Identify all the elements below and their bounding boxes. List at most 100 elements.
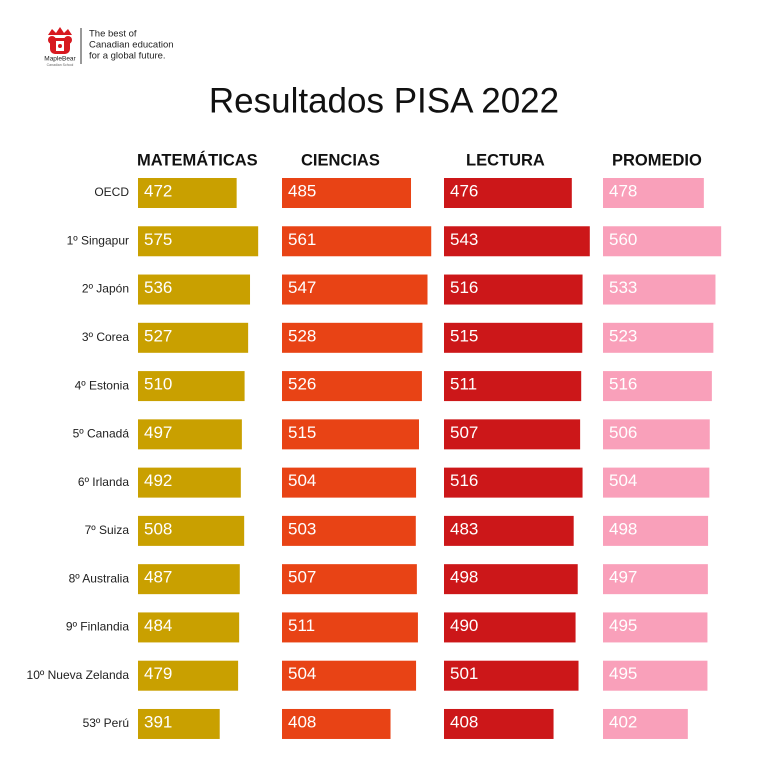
category-label: 6º Irlanda — [78, 475, 129, 489]
value-label: 497 — [609, 568, 637, 587]
value-label: 476 — [450, 181, 478, 200]
bar — [282, 708, 391, 739]
bar — [444, 419, 581, 450]
value-label: 492 — [144, 471, 172, 490]
bar — [603, 467, 710, 498]
value-label: 498 — [450, 568, 478, 587]
value-label: 533 — [609, 278, 637, 297]
logo-tagline: The best of — [89, 29, 137, 40]
bar — [138, 467, 241, 498]
bar — [603, 419, 710, 450]
series-header: LECTURA — [466, 151, 545, 169]
category-label: OECD — [94, 185, 129, 199]
bar — [282, 419, 419, 450]
value-label: 485 — [288, 181, 316, 200]
value-label: 516 — [450, 278, 478, 297]
bar — [444, 226, 590, 257]
bar — [603, 322, 714, 353]
category-label: 10º Nueva Zelanda — [27, 668, 130, 682]
value-label: 483 — [450, 519, 478, 538]
logo-tagline: for a global future. — [89, 51, 166, 62]
series-header: PROMEDIO — [612, 151, 702, 169]
bar — [603, 274, 716, 305]
value-label: 501 — [450, 664, 478, 683]
bar — [138, 419, 242, 450]
value-label: 498 — [609, 519, 637, 538]
bar — [603, 708, 688, 739]
category-label: 7º Suiza — [85, 523, 130, 537]
value-label: 484 — [144, 616, 172, 635]
bar — [444, 467, 583, 498]
series-header: MATEMÁTICAS — [137, 150, 258, 169]
value-label: 511 — [450, 375, 477, 394]
bar — [138, 515, 245, 546]
chart-title: Resultados PISA 2022 — [209, 81, 559, 120]
value-label: 543 — [450, 230, 478, 249]
value-label: 526 — [288, 375, 316, 394]
bar — [444, 274, 583, 305]
value-label: 516 — [450, 471, 478, 490]
bar — [444, 612, 576, 643]
value-label: 472 — [144, 181, 172, 200]
value-label: 408 — [288, 712, 316, 731]
bar — [282, 178, 412, 208]
value-label: 507 — [288, 568, 316, 587]
value-label: 497 — [144, 423, 172, 442]
series-header: CIENCIAS — [301, 151, 380, 169]
category-label: 53º Perú — [83, 716, 129, 730]
value-label: 510 — [144, 375, 172, 394]
value-label: 487 — [144, 568, 172, 587]
value-label: 511 — [288, 616, 315, 635]
category-label: 1º Singapur — [67, 233, 129, 247]
logo: MapleBear Canadian School The best of Ca… — [44, 27, 174, 67]
bar — [138, 660, 239, 691]
logo-brand: MapleBear — [44, 56, 76, 63]
bar — [603, 226, 722, 257]
bar — [444, 371, 582, 402]
category-label: 4º Estonia — [75, 378, 130, 392]
value-label: 523 — [609, 326, 637, 345]
value-label: 479 — [144, 664, 172, 683]
value-label: 490 — [450, 616, 478, 635]
bar — [603, 515, 709, 546]
bar — [444, 322, 583, 353]
value-label: 495 — [609, 664, 637, 683]
value-label: 478 — [609, 181, 637, 200]
value-label: 560 — [609, 230, 637, 249]
value-label: 495 — [609, 616, 637, 635]
value-label: 515 — [288, 423, 316, 442]
value-label: 527 — [144, 326, 172, 345]
bar — [138, 226, 259, 257]
category-label: 9º Finlandia — [66, 620, 129, 634]
bar — [444, 660, 579, 691]
bar — [603, 612, 708, 643]
bar — [444, 564, 578, 595]
value-label: 536 — [144, 278, 172, 297]
bar — [603, 178, 704, 208]
bar — [282, 660, 417, 691]
value-label: 504 — [288, 664, 316, 683]
bar — [282, 612, 418, 643]
value-label: 402 — [609, 712, 637, 731]
value-label: 408 — [450, 712, 478, 731]
category-label: 2º Japón — [82, 282, 129, 296]
value-label: 507 — [450, 423, 478, 442]
value-label: 503 — [288, 519, 316, 538]
value-label: 528 — [288, 326, 316, 345]
bar — [444, 515, 574, 546]
value-label: 561 — [288, 230, 316, 249]
bar — [282, 371, 422, 402]
bar — [138, 708, 220, 739]
category-label: 8º Australia — [69, 571, 130, 585]
bar — [138, 178, 237, 208]
logo-crown — [48, 27, 72, 35]
bar — [282, 322, 423, 353]
bar — [138, 612, 240, 643]
bar — [282, 274, 428, 305]
bar — [138, 274, 251, 305]
bar — [282, 564, 417, 595]
value-label: 515 — [450, 326, 478, 345]
logo-tagline: Canadian education — [89, 40, 174, 51]
bar — [603, 371, 712, 402]
bar — [603, 564, 708, 595]
